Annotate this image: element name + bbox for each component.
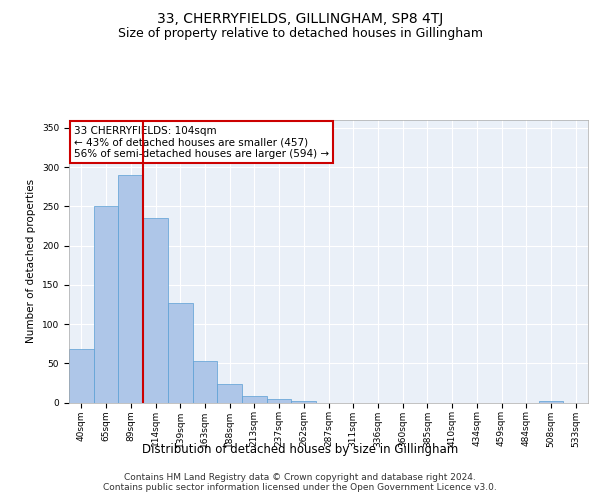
Bar (267, 400, 292, 402)
Text: Contains HM Land Registry data © Crown copyright and database right 2024.
Contai: Contains HM Land Registry data © Crown c… (103, 472, 497, 492)
Bar (69, 349, 94, 403)
Bar (118, 175, 143, 402)
Bar (217, 384, 242, 402)
Bar (143, 218, 168, 402)
Text: Size of property relative to detached houses in Gillingham: Size of property relative to detached ho… (118, 28, 482, 40)
Text: 33 CHERRYFIELDS: 104sqm
← 43% of detached houses are smaller (457)
56% of semi-d: 33 CHERRYFIELDS: 104sqm ← 43% of detache… (74, 126, 329, 159)
Bar (168, 303, 193, 402)
Bar (292, 401, 316, 402)
Bar (193, 361, 217, 403)
Bar (539, 401, 563, 402)
Y-axis label: Number of detached properties: Number of detached properties (26, 179, 37, 344)
Bar (242, 396, 267, 402)
Bar (94, 206, 118, 402)
Text: Distribution of detached houses by size in Gillingham: Distribution of detached houses by size … (142, 442, 458, 456)
Text: 33, CHERRYFIELDS, GILLINGHAM, SP8 4TJ: 33, CHERRYFIELDS, GILLINGHAM, SP8 4TJ (157, 12, 443, 26)
